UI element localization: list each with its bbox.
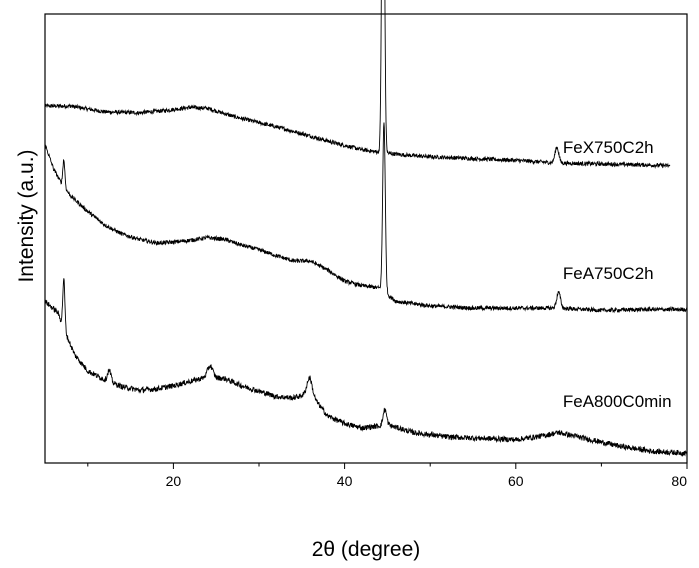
x-tick-label-20: 20	[166, 473, 182, 489]
series-label-fea800c0min: FeA800C0min	[563, 392, 672, 411]
x-axis-ticks: 20 40 60 80	[87, 463, 688, 489]
series-label-fea750c2h: FeA750C2h	[563, 264, 654, 283]
series-traces	[44, 0, 688, 457]
plot-frame	[44, 13, 688, 464]
series-line-fea750c2h	[44, 122, 688, 314]
series-labels: FeX750C2h FeA750C2h FeA800C0min	[563, 138, 672, 411]
y-axis-label: Intensity (a.u.)	[15, 149, 38, 282]
series-line-fex750c2h	[44, 0, 671, 169]
x-tick-label-60: 60	[508, 473, 524, 489]
series-line-fea800c0min	[44, 278, 688, 457]
x-axis-label: 2θ (degree)	[312, 538, 421, 561]
series-label-fex750c2h: FeX750C2h	[563, 138, 654, 157]
x-tick-label-40: 40	[337, 473, 353, 489]
x-tick-label-80: 80	[671, 473, 687, 489]
